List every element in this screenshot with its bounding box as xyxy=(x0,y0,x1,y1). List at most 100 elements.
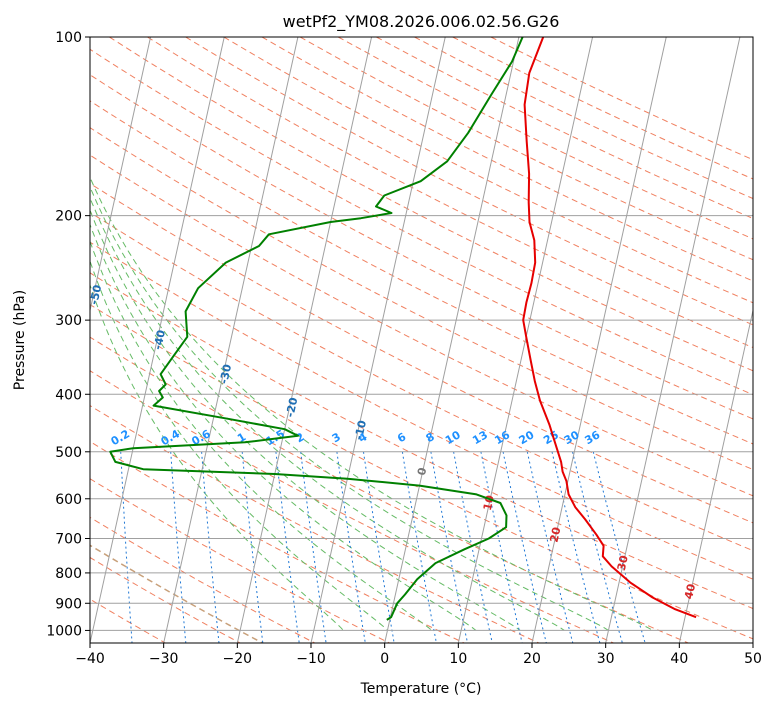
mixing-ratio-label: 8 xyxy=(424,430,437,445)
isotherm-line xyxy=(752,640,753,643)
y-tick-label: 200 xyxy=(55,209,82,225)
temperature-label: 40 xyxy=(682,582,698,600)
x-tick-label: −20 xyxy=(223,651,253,667)
dry-adiabat xyxy=(90,272,753,610)
moist-adiabat xyxy=(90,208,521,631)
moist-adiabat xyxy=(90,185,609,631)
y-tick-label: 1000 xyxy=(46,623,82,639)
moist-adiabat xyxy=(90,196,565,631)
temperature-trace xyxy=(522,37,697,619)
x-tick-label: −10 xyxy=(296,651,326,667)
mixing-ratio-line xyxy=(572,451,623,643)
y-tick-label: 500 xyxy=(55,445,82,461)
dry-adiabat xyxy=(90,100,753,445)
moist-adiabat xyxy=(90,259,388,631)
temperature-label: 0 xyxy=(415,466,429,477)
x-tick-label: 10 xyxy=(449,651,467,667)
mixing-ratio-line xyxy=(502,451,547,643)
mixing-ratio-line xyxy=(526,451,574,643)
mixing-ratio-line xyxy=(453,451,493,643)
plot-frame xyxy=(89,36,754,644)
isotherm-label: -40 xyxy=(151,328,168,351)
isotherm-line xyxy=(0,37,3,643)
temperature-label: 30 xyxy=(615,554,631,572)
dry-adiabat xyxy=(490,37,753,161)
dry-adiabat xyxy=(90,182,753,524)
dry-adiabat xyxy=(90,404,540,643)
mixing-ratio-label: 0.2 xyxy=(109,427,132,448)
dry-adiabat xyxy=(90,211,753,552)
pressure-gridlines xyxy=(0,37,753,643)
dry-adiabat xyxy=(299,37,753,261)
background-lines xyxy=(90,37,753,643)
mixing-ratio-label: 13 xyxy=(470,428,490,447)
dry-adiabat xyxy=(90,241,753,580)
x-tick-label: 0 xyxy=(380,651,389,667)
isotherm-label: -10 xyxy=(352,419,369,442)
isotherm-line xyxy=(605,37,741,643)
y-tick-label: 600 xyxy=(55,492,82,508)
x-axis-label: Temperature (°C) xyxy=(360,681,482,697)
line-labels: -100-90-80-70-60-50-40-30-20-10010203040… xyxy=(87,283,698,600)
theta-line xyxy=(90,544,263,643)
y-axis-label: Pressure (hPa) xyxy=(12,290,28,390)
mixing-ratio-label: 3 xyxy=(330,430,343,445)
isotherm-line xyxy=(90,37,152,313)
mixing-ratio-label: 6 xyxy=(395,430,408,445)
y-tick-label: 300 xyxy=(55,313,82,329)
isotherm-label: -30 xyxy=(217,363,234,386)
x-axis: −40 −30 −20 −10 0 10 20 30 40 50 xyxy=(75,643,762,667)
dry-adiabat xyxy=(452,37,753,180)
moist-adiabat xyxy=(90,223,477,631)
dry-adiabat xyxy=(90,303,753,640)
mixing-ratio-label: 4 xyxy=(356,430,369,445)
mixing-ratio-label: 16 xyxy=(492,428,512,447)
dry-adiabat xyxy=(90,127,753,471)
moist-adiabat xyxy=(90,176,653,631)
dry-adiabat xyxy=(90,74,753,420)
isotherm-line xyxy=(236,37,373,643)
mixing-ratio-line xyxy=(170,451,187,643)
dry-adiabat xyxy=(90,370,614,643)
isotherm-line xyxy=(384,37,520,643)
y-tick-label: 100 xyxy=(55,30,82,46)
mixing-ratio-label: 2 xyxy=(294,430,307,445)
mixing-ratio-label: 36 xyxy=(582,428,602,447)
isotherm-line xyxy=(531,37,667,643)
mixing-ratio-line xyxy=(480,451,523,643)
y-axis: 100 200 300 400 500 600 700 800 900 1000 xyxy=(46,30,90,639)
sounding-traces xyxy=(109,37,697,621)
x-tick-label: 50 xyxy=(744,651,762,667)
x-tick-label: 30 xyxy=(597,651,615,667)
dry-adiabat xyxy=(337,37,753,240)
dry-adiabat xyxy=(109,37,753,372)
mixing-ratio-label: 10 xyxy=(443,428,463,447)
isotherm-line xyxy=(678,308,753,643)
dry-adiabat xyxy=(90,516,315,643)
dry-adiabat xyxy=(223,37,753,304)
mixing-ratio-line xyxy=(300,451,327,643)
dry-adiabat xyxy=(185,37,753,326)
x-tick-label: −30 xyxy=(149,651,179,667)
y-tick-label: 900 xyxy=(55,596,82,612)
chart-title: wetPf2_YM08.2026.006.02.56.G26 xyxy=(283,12,560,32)
moist-adiabat xyxy=(90,283,344,631)
isotherm-label: -20 xyxy=(283,396,300,419)
dry-adiabat xyxy=(90,154,753,497)
dewpoint-trace xyxy=(109,37,524,621)
mixing-ratio-line xyxy=(430,451,468,643)
y-tick-label: 700 xyxy=(55,532,82,548)
mixing-ratio-line xyxy=(551,451,601,643)
x-tick-label: 20 xyxy=(523,651,541,667)
isotherm-line xyxy=(90,37,225,643)
temperature-label: 20 xyxy=(547,526,563,544)
isotherm-line xyxy=(163,37,299,643)
x-tick-label: −40 xyxy=(75,651,105,667)
isotherm-line xyxy=(310,37,446,643)
dry-adiabat xyxy=(261,37,753,282)
dry-adiabat xyxy=(90,440,465,643)
moist-adiabat xyxy=(90,239,433,631)
isotherm-label: -50 xyxy=(87,283,104,306)
x-tick-label: 40 xyxy=(670,651,688,667)
